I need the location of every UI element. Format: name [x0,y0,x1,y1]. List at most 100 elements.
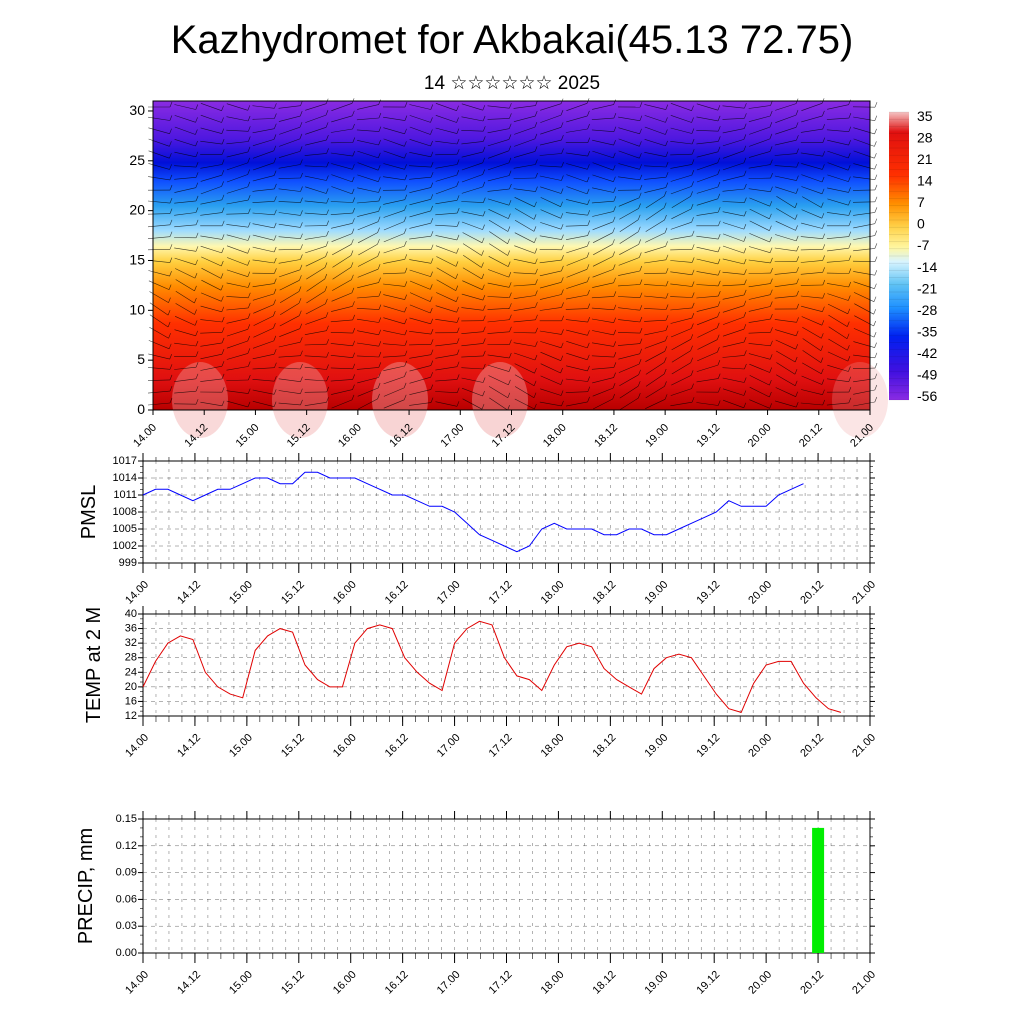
wind-barb [722,201,745,203]
wind-barb [591,307,614,311]
wind-barb [827,174,849,182]
wind-barb [853,401,875,407]
wind-barb-feather [769,225,772,231]
wind-barb [827,150,849,159]
wind-barb [383,176,405,181]
wind-barb-feather [533,380,537,386]
wind-barb [461,130,484,132]
wind-barb [776,195,796,209]
wind-barb-feather [769,236,772,243]
wind-barb [748,246,771,253]
wind-barb [174,165,197,168]
wind-barb-feather [639,327,643,334]
wind-barb [592,398,613,410]
wind-barb-feather [221,194,225,200]
wind-barb [696,378,719,383]
x-tick-label: 16.00 [331,579,359,607]
wind-barb [853,292,875,302]
wind-barb [200,319,223,323]
wind-barb [200,114,222,123]
y-axis-label: TEMP at 2 M [83,607,105,723]
wind-barb [174,104,196,110]
wind-barb [306,278,325,292]
wind-barb-feather [874,207,878,213]
wind-barb [826,378,849,382]
wind-barb [278,151,301,158]
wind-barb-feather [274,209,277,215]
wind-barb [618,176,640,181]
wind-barb [147,249,171,251]
wind-barb [697,327,718,338]
wind-barb-feather [247,146,251,153]
wind-barb-feather [639,141,642,147]
wind-barb-feather [378,139,381,146]
wind-barb-feather [561,277,564,283]
wind-barb-feather [560,213,564,219]
wind-barb-feather [378,291,382,297]
wind-barb [200,365,223,371]
wind-barb-feather [847,355,851,362]
wind-barb-feather [535,314,538,320]
y-axis-label: PMSL [78,485,100,539]
wind-barb-feather [847,345,850,351]
wind-barb-feather [534,110,538,117]
wind-barb-feather [665,172,669,178]
wind-barb-feather [848,386,852,393]
wind-barb [514,138,536,147]
wind-barb-feather [299,110,303,117]
wind-barb-feather [613,304,617,310]
wind-barb-feather [456,401,460,407]
y-tick-label: 5 [137,351,145,367]
wind-barb-feather [587,220,591,226]
wind-barb-feather [561,329,564,335]
wind-barb [409,165,432,168]
y-axis-label: PRECIP, mm [75,828,97,944]
x-tick-label: 20.12 [798,969,826,997]
wind-barb-feather [612,227,615,233]
wind-barb [383,199,405,205]
wind-barb-feather [874,243,878,249]
wind-barb-feather [769,121,773,128]
wind-barb [645,362,665,375]
wind-barb [174,200,197,204]
x-tick-label: 18.12 [591,579,619,607]
wind-barb [436,292,457,302]
wind-barb [252,367,275,370]
wind-barb [722,245,744,254]
wind-barb-feather [874,174,878,180]
wind-barb-feather [795,225,798,231]
series-line [142,471,804,553]
wind-barb-feather [455,296,459,302]
wind-barb [278,341,301,348]
wind-barb [435,153,458,156]
wind-barb [644,139,666,147]
wind-barb-feather [378,362,382,368]
wind-barb-feather [822,137,826,143]
wind-barb-feather [743,324,747,330]
wind-barb [304,379,327,382]
wind-barb-feather [717,246,721,253]
wind-barb-feather [404,141,407,147]
wind-barb [489,231,508,245]
wind-barb [278,378,301,382]
wind-barb [226,400,249,408]
wind-barb [148,176,170,181]
wind-barb-feather [691,149,695,155]
wind-barb [147,213,171,215]
wind-barb-feather [533,392,537,398]
wind-barb [226,340,248,349]
wind-barb-feather [821,213,825,219]
wind-barb-feather [403,228,407,234]
wind-barb [619,208,639,220]
x-tick-label: 20.12 [798,579,826,607]
wind-barb-feather [456,195,460,201]
wind-barb-feather [795,188,799,194]
wind-barb [617,332,641,334]
wind-barb-feather [509,352,512,359]
wind-barb-feather [535,186,538,192]
wind-barb [226,282,249,288]
wind-barb-feather [769,213,772,219]
wind-barb-feather [352,207,355,214]
wind-barb [513,319,536,323]
wind-barb [853,138,875,147]
